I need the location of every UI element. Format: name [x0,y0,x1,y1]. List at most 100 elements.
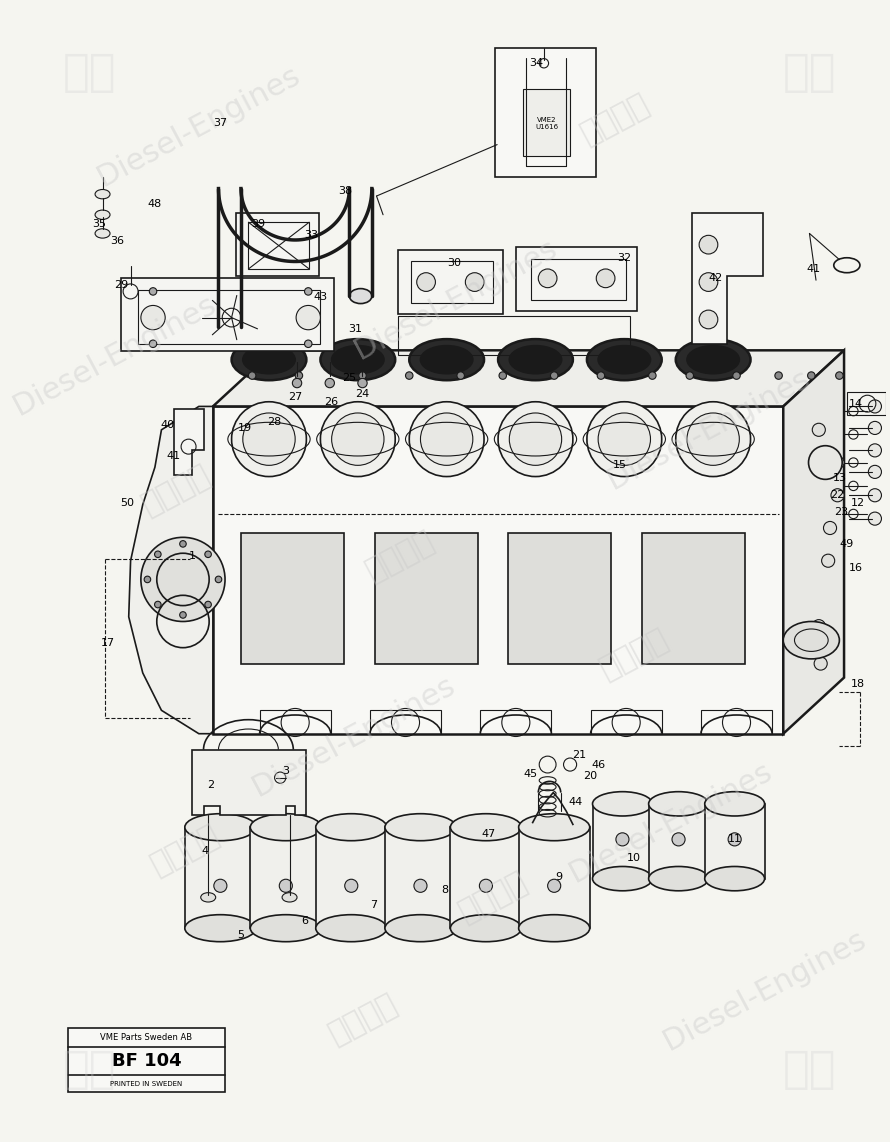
Text: 49: 49 [840,539,854,549]
Bar [398,250,503,314]
Text: 46: 46 [591,759,605,770]
Ellipse shape [316,814,387,841]
Circle shape [598,413,651,465]
Ellipse shape [519,814,590,841]
Ellipse shape [649,867,708,891]
Text: 13: 13 [832,474,846,483]
Text: 8: 8 [441,885,449,895]
Polygon shape [213,351,844,407]
Circle shape [279,879,292,892]
Text: 紫发动力: 紫发动力 [136,460,214,521]
Circle shape [417,273,435,291]
Circle shape [672,833,685,846]
Circle shape [587,402,661,476]
Text: 41: 41 [166,451,181,461]
Circle shape [616,833,629,846]
Text: 35: 35 [92,219,106,230]
Circle shape [304,288,312,295]
Circle shape [775,372,782,379]
Text: 紫发动力: 紫发动力 [146,821,224,880]
Circle shape [596,270,615,288]
Text: 26: 26 [324,396,338,407]
Text: 动力: 动力 [782,1048,837,1091]
Text: 9: 9 [555,871,562,882]
Circle shape [358,378,368,388]
Circle shape [869,400,881,413]
Ellipse shape [185,814,256,841]
Circle shape [406,372,413,379]
Bar [68,1028,225,1092]
Text: 3: 3 [282,766,289,777]
Text: 50: 50 [120,498,134,508]
Circle shape [420,413,473,465]
Ellipse shape [185,915,256,942]
Text: 41: 41 [806,264,821,274]
Text: 7: 7 [370,900,377,910]
Text: 20: 20 [584,771,598,781]
Text: 17: 17 [101,638,115,648]
Circle shape [869,444,881,457]
Text: 15: 15 [612,460,627,471]
Circle shape [296,305,320,330]
Bar [642,532,745,664]
Ellipse shape [320,339,395,380]
Bar [481,710,552,733]
Circle shape [869,421,881,434]
Circle shape [205,602,211,608]
Text: 40: 40 [161,420,175,431]
Bar [519,827,590,928]
Ellipse shape [243,346,295,373]
Ellipse shape [282,893,297,902]
Text: 34: 34 [530,58,544,69]
Circle shape [150,288,157,295]
Text: 2: 2 [207,780,214,790]
Circle shape [359,372,366,379]
Bar [375,532,478,664]
Circle shape [409,402,484,476]
Text: 14: 14 [849,399,863,409]
Polygon shape [192,749,306,815]
Text: 31: 31 [348,324,362,333]
Ellipse shape [409,339,484,380]
Text: 28: 28 [268,417,282,427]
Bar [516,248,637,311]
Bar [236,212,319,276]
Bar [701,710,772,733]
Text: 27: 27 [288,392,303,402]
Circle shape [807,372,815,379]
Bar [530,259,627,300]
Text: 43: 43 [313,292,328,301]
Ellipse shape [509,346,562,373]
Text: VME2
U1616: VME2 U1616 [535,116,558,129]
Circle shape [687,413,740,465]
Circle shape [700,273,718,291]
Circle shape [836,372,843,379]
Circle shape [831,456,844,469]
Circle shape [808,445,842,480]
Ellipse shape [593,867,652,891]
Polygon shape [692,212,763,344]
Polygon shape [783,351,844,733]
Ellipse shape [450,814,522,841]
Circle shape [831,489,844,501]
Bar [370,710,441,733]
Circle shape [344,879,358,892]
Text: 48: 48 [148,199,162,209]
Circle shape [676,402,750,476]
Text: Diesel-Engines: Diesel-Engines [93,61,305,192]
Text: 紫发动力: 紫发动力 [360,526,439,586]
Circle shape [509,413,562,465]
Text: 动力: 动力 [62,1048,117,1091]
Text: 42: 42 [708,273,723,283]
Text: 紫发动力: 紫发动力 [455,868,532,927]
Ellipse shape [231,339,306,380]
Ellipse shape [687,346,740,373]
Circle shape [141,305,166,330]
Circle shape [325,378,335,388]
Text: PRINTED IN SWEDEN: PRINTED IN SWEDEN [110,1081,182,1087]
Bar [138,290,320,344]
Text: 12: 12 [851,498,865,508]
Circle shape [205,552,211,557]
Bar [121,279,335,352]
Text: 23: 23 [834,507,848,517]
